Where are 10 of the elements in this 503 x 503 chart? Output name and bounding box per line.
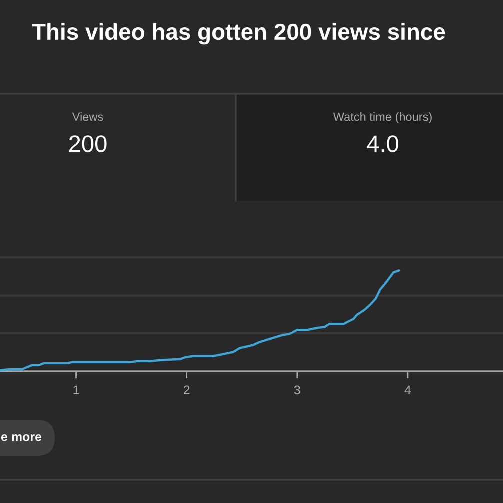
x-tick-label: 1 [74, 386, 80, 394]
text: 200 [69, 136, 107, 152]
x-tick-label: 4 [404, 386, 412, 394]
text: Watch time (hours) [333, 112, 432, 124]
x-tick-label: 2 [184, 386, 190, 394]
x-tick-label: 3 [294, 386, 300, 395]
text: 4.0 [367, 136, 398, 152]
text: Views [72, 112, 104, 122]
text: e more [1, 434, 42, 442]
text: This video has gotten 200 views since [32, 23, 446, 45]
